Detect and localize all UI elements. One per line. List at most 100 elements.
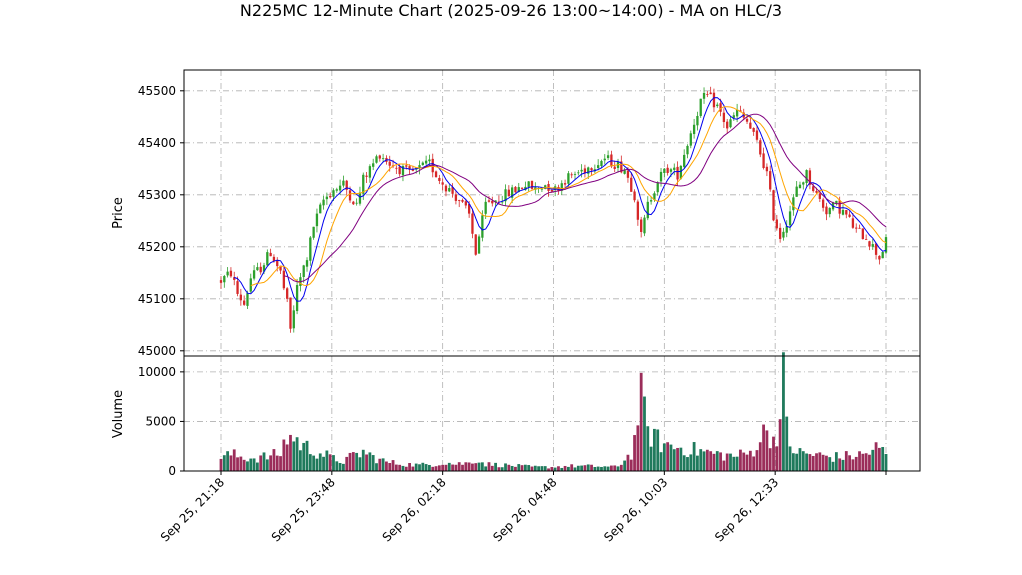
volume-bar — [831, 461, 835, 471]
volume-bar — [295, 437, 299, 471]
candle-body — [606, 155, 610, 159]
volume-axis-label: Volume — [111, 390, 126, 438]
volume-bar — [312, 455, 316, 471]
volume-bar — [308, 454, 312, 471]
volume-bar — [229, 455, 233, 471]
volume-bar — [616, 466, 620, 471]
volume-bar — [722, 460, 726, 471]
volume-bar — [762, 424, 765, 471]
candle-body — [732, 115, 735, 118]
volume-bar — [249, 458, 253, 471]
volume-bar — [239, 456, 243, 471]
volume-bar — [299, 450, 302, 471]
volume-bar — [603, 466, 607, 471]
volume-bar — [745, 454, 749, 471]
candle-body — [762, 153, 765, 169]
candle-body — [649, 200, 653, 202]
candle-body — [401, 165, 405, 176]
candle-body — [775, 219, 778, 229]
candle-body — [368, 166, 372, 178]
volume-bar — [222, 455, 226, 471]
candle-body — [428, 159, 431, 162]
volume-bar — [811, 455, 815, 471]
volume-bar — [785, 416, 789, 471]
candle-body — [289, 297, 292, 329]
candle-body — [782, 231, 785, 238]
candle-body — [669, 169, 673, 172]
volume-bar — [219, 458, 223, 471]
ma-line — [250, 106, 887, 287]
volume-bar — [375, 463, 378, 471]
volume-bar — [388, 463, 392, 471]
volume-bar — [242, 459, 246, 471]
candle-body — [735, 109, 739, 117]
volume-bar — [269, 455, 273, 471]
volume-bar — [497, 467, 501, 471]
volume-bar — [279, 456, 282, 471]
candle-body — [577, 172, 580, 174]
candle-body — [749, 122, 752, 129]
volume-bar — [454, 464, 458, 471]
volume-bar — [289, 434, 292, 471]
volume-bar — [712, 453, 716, 471]
candle-body — [302, 265, 305, 277]
volume-bar — [451, 464, 454, 471]
candle-body — [626, 170, 630, 178]
volume-bar — [696, 455, 699, 471]
candle-body — [808, 170, 812, 185]
y-tick-label: 45500 — [138, 84, 176, 98]
volume-bar — [272, 449, 276, 471]
volume-bar — [246, 461, 249, 471]
volume-bar — [583, 465, 587, 471]
candle-body — [540, 188, 544, 190]
volume-bar — [772, 436, 775, 471]
candle-body — [372, 163, 375, 167]
candle-body — [438, 177, 441, 181]
candle-body — [424, 160, 428, 164]
candle-body — [855, 227, 858, 229]
candle-body — [335, 189, 338, 191]
volume-bar — [335, 461, 339, 471]
candle-body — [375, 156, 378, 163]
volume-bar — [527, 465, 531, 471]
volume-bar — [656, 429, 660, 471]
volume-bar — [514, 466, 517, 471]
candle-body — [514, 186, 517, 193]
volume-bar — [851, 459, 855, 471]
volume-bar — [702, 451, 706, 471]
volume-bar — [434, 466, 438, 471]
candle-body — [613, 166, 616, 169]
candle-body — [848, 214, 851, 217]
volume-bar — [471, 463, 474, 471]
candle-body — [266, 252, 269, 266]
candle-body — [719, 103, 722, 112]
volume-bar — [672, 449, 676, 471]
volume-bar — [739, 449, 742, 471]
volume-bar — [487, 462, 491, 471]
volume-bar — [818, 452, 822, 471]
y-tick-label: 45000 — [138, 344, 176, 358]
candle-body — [871, 244, 874, 247]
volume-bar — [791, 453, 795, 471]
volume-bar — [490, 465, 494, 471]
volume-bar — [361, 449, 365, 471]
candle-body — [269, 252, 272, 257]
candle-body — [884, 237, 888, 253]
candle-body — [864, 239, 868, 240]
candle-body — [322, 199, 325, 206]
candle-body — [484, 201, 487, 214]
volume-bar — [580, 465, 584, 471]
y-tick-label: 10000 — [138, 365, 176, 379]
candle-body — [305, 260, 309, 267]
candle-body — [454, 194, 458, 201]
volume-bar — [232, 449, 236, 471]
volume-bar — [752, 456, 756, 471]
volume-bar — [566, 466, 570, 471]
volume-bar — [418, 464, 421, 471]
candle-body — [788, 211, 792, 226]
candle-body — [772, 190, 775, 221]
volume-bar — [586, 464, 590, 471]
candle-body — [434, 171, 438, 178]
candle-body — [597, 165, 600, 168]
volume-bar — [748, 450, 752, 471]
